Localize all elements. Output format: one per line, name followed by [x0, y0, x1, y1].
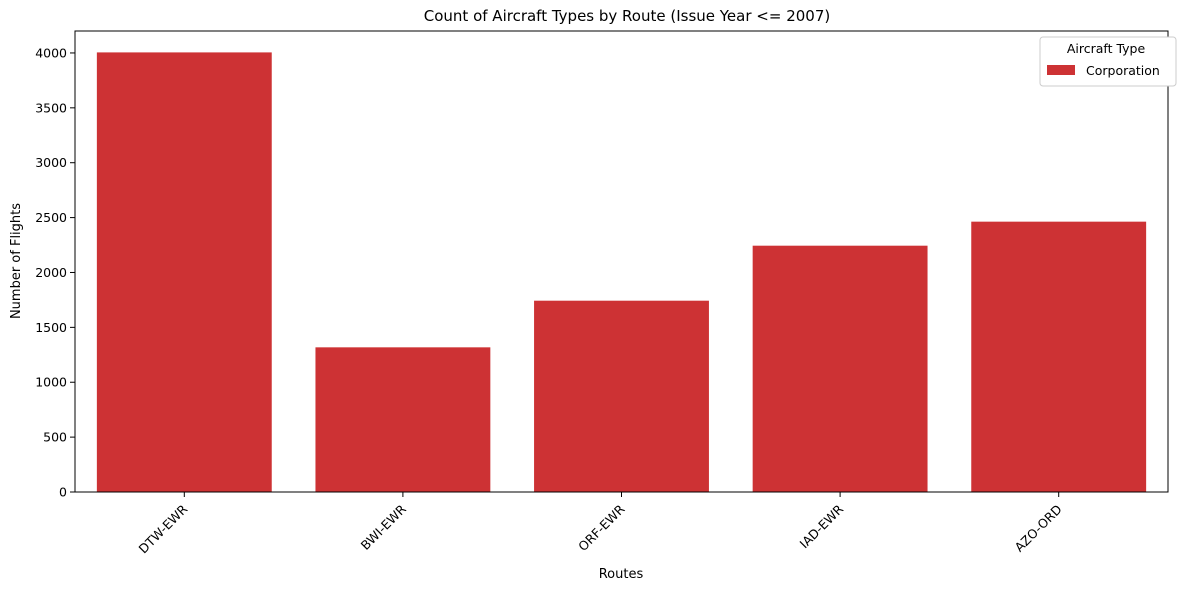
x-tick-label: ORF-EWR: [575, 501, 628, 554]
bar-azo-ord: [971, 221, 1147, 492]
y-tick-label: 0: [59, 485, 67, 500]
y-tick-label: 3000: [35, 155, 67, 170]
y-tick-label: 1000: [35, 375, 67, 390]
chart-title: Count of Aircraft Types by Route (Issue …: [424, 7, 830, 25]
bar-iad-ewr: [752, 245, 928, 492]
legend-title: Aircraft Type: [1067, 41, 1146, 56]
legend-swatch: [1047, 65, 1075, 75]
y-tick-label: 2500: [35, 210, 67, 225]
bar-bwi-ewr: [315, 347, 491, 492]
bar-orf-ewr: [534, 300, 709, 492]
bars-group: [96, 52, 1147, 493]
x-tick-label: DTW-EWR: [136, 501, 191, 556]
plot-frame: [74, 30, 1169, 493]
x-tick-label: AZO-ORD: [1012, 502, 1065, 555]
y-axis: 0 500 1000 1500 2000 2500 3000 3500 4000: [35, 45, 75, 500]
bar-dtw-ewr: [96, 52, 272, 493]
y-axis-label: Number of Flights: [9, 203, 24, 319]
x-tick-label: BWI-EWR: [358, 501, 410, 553]
legend-entry-label: Corporation: [1086, 63, 1160, 78]
x-axis: DTW-EWR BWI-EWR ORF-EWR IAD-EWR AZO-ORD: [136, 492, 1065, 556]
x-axis-label: Routes: [599, 567, 644, 582]
y-tick-label: 2000: [35, 265, 67, 280]
y-tick-label: 4000: [35, 45, 67, 60]
y-tick-label: 1500: [35, 320, 67, 335]
y-tick-label: 500: [43, 430, 67, 445]
legend: Aircraft Type Corporation: [1039, 36, 1177, 87]
y-tick-label: 3500: [35, 100, 67, 115]
x-tick-label: IAD-EWR: [796, 501, 846, 551]
